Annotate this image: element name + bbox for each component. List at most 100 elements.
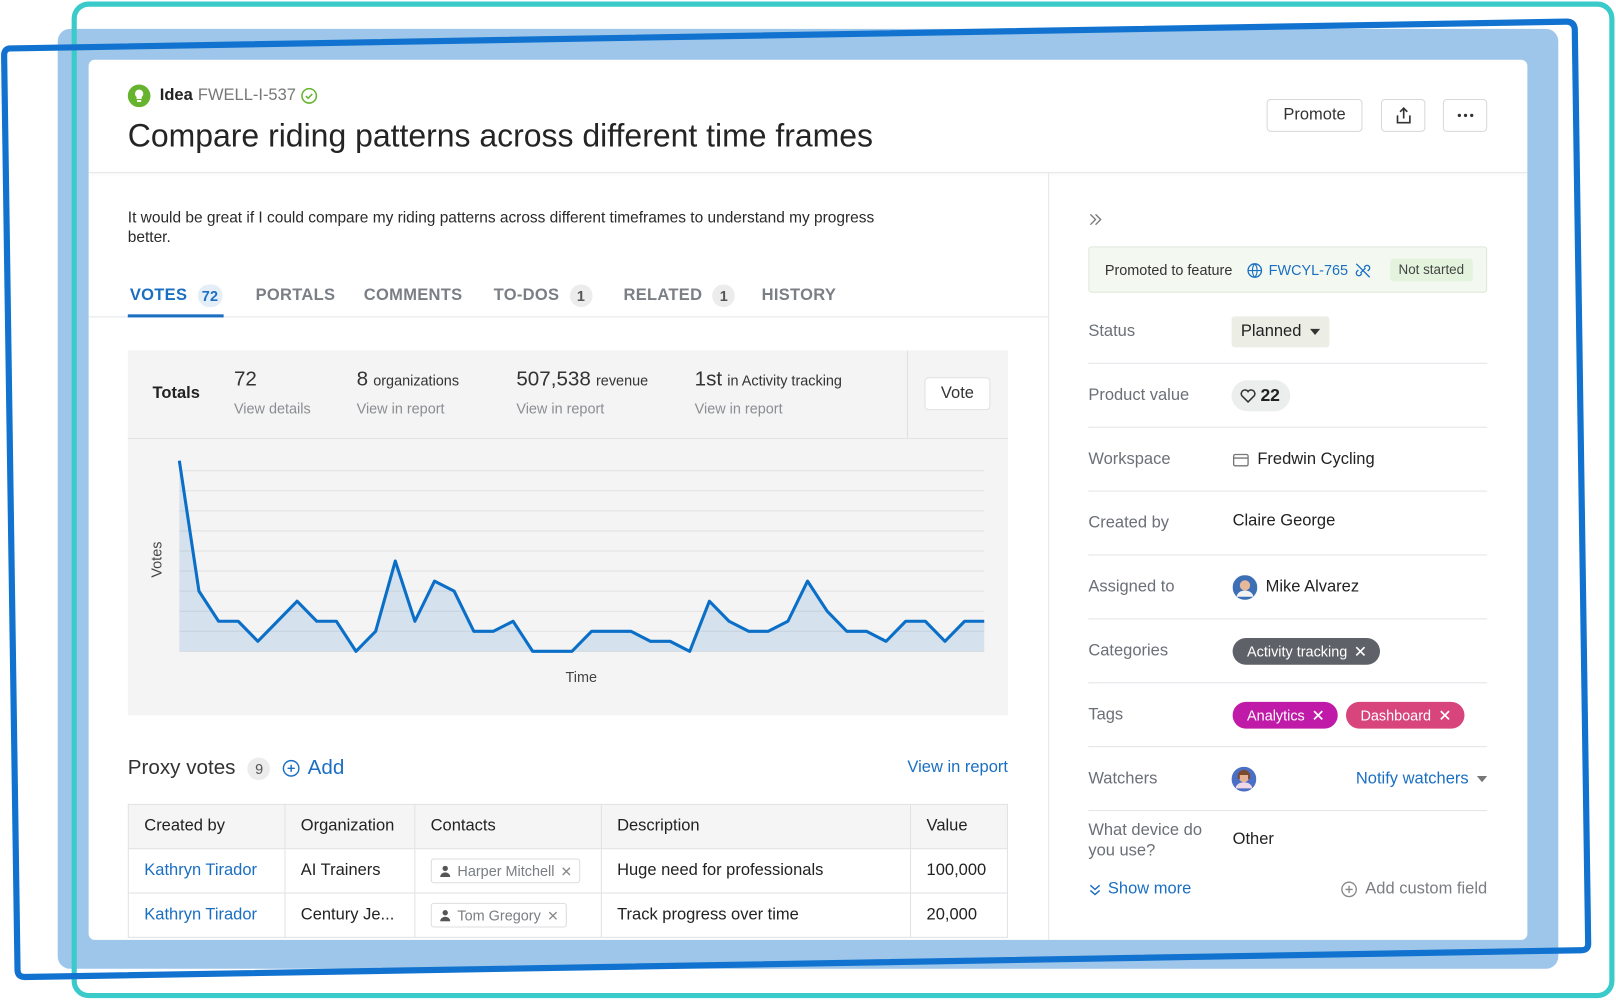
person-icon — [439, 865, 451, 877]
total-link[interactable]: View in report — [356, 399, 445, 417]
cell-text: AI Trainers — [300, 861, 381, 880]
field-value: Claire George — [1232, 512, 1336, 530]
total-unit: revenue — [595, 372, 649, 389]
total-link[interactable]: View in report — [516, 399, 605, 417]
collapse-icon[interactable] — [1088, 212, 1102, 226]
promoted-ref[interactable]: FWCYL-765 — [1268, 261, 1349, 279]
field-label: Product value — [1088, 386, 1190, 404]
tab[interactable]: PORTALS — [256, 284, 336, 307]
cell-text: Huge need for professionals — [617, 861, 824, 880]
remove-icon[interactable] — [1439, 710, 1450, 720]
share-button[interactable] — [1381, 98, 1426, 132]
cell-text: 100,000 — [926, 861, 987, 880]
totals-label: Totals — [152, 384, 200, 402]
y-axis-label: Votes — [149, 542, 165, 578]
chevrons-icon — [1089, 884, 1101, 896]
tab-label: COMMENTS — [363, 286, 463, 305]
column-divider — [1048, 173, 1050, 940]
total-value: 72 — [233, 367, 257, 391]
vote-button[interactable]: Vote — [924, 377, 991, 411]
contact-chip: Tom Gregory — [430, 902, 567, 928]
proxy-votes-count: 9 — [247, 756, 271, 780]
field-label: Status — [1088, 322, 1136, 341]
creator-link[interactable]: Kathryn Tirador — [144, 905, 258, 924]
table-header-row: Created by Organization Contacts Descriptio… — [127, 803, 1008, 850]
totals-divider — [127, 438, 1008, 440]
tag-chip[interactable]: Dashboard — [1346, 701, 1465, 729]
table-cell: Century Je... — [284, 892, 416, 938]
tab-count: 1 — [712, 284, 736, 308]
remove-shape — [562, 866, 571, 875]
table-cell: AI Trainers — [284, 848, 416, 894]
add-proxy-vote[interactable]: Add — [283, 756, 344, 780]
column-header: Created by — [127, 803, 286, 850]
score-icon — [1240, 389, 1256, 403]
contact-name: Tom Gregory — [457, 906, 541, 924]
total-value-row: 8 organizations — [357, 368, 459, 392]
add-icon — [1340, 881, 1357, 898]
cell-text: Century Je... — [300, 905, 395, 924]
x-axis-label: Time — [566, 670, 597, 686]
tab-label: PORTALS — [255, 286, 336, 305]
remove-icon[interactable] — [548, 911, 557, 920]
remove-icon[interactable] — [1355, 646, 1366, 657]
remove-icon[interactable] — [1313, 710, 1323, 720]
unlink-icon[interactable] — [1354, 262, 1372, 280]
field-value: Planned — [1240, 322, 1302, 341]
show-more-label: Show more — [1107, 880, 1192, 898]
total-link[interactable]: View in report — [694, 399, 783, 417]
tab-count: 1 — [569, 284, 593, 308]
creator-link[interactable]: Kathryn Tirador — [144, 861, 258, 880]
field-separator — [1088, 618, 1488, 620]
tag-label: Analytics — [1247, 706, 1305, 724]
tab[interactable]: TO-DOS 1 — [493, 284, 593, 308]
proxy-view-report[interactable]: View in report — [907, 758, 1008, 777]
status-dropdown[interactable]: Planned — [1231, 316, 1330, 348]
table-row: Kathryn Tirador AI Trainers Harper Mitchel… — [127, 848, 1008, 894]
notify-watchers[interactable]: Notify watchers — [1356, 770, 1488, 789]
column-header: Organization — [284, 803, 416, 850]
add-label: Add — [307, 756, 345, 780]
field-value: Fredwin Cycling — [1257, 450, 1375, 468]
show-more[interactable]: Show more — [1088, 880, 1191, 899]
feature-icon — [1247, 263, 1263, 278]
record-title: Compare riding patterns across different… — [127, 117, 874, 154]
table-cell: 20,000 — [910, 892, 1008, 938]
total-value-row: 507,538 revenue — [516, 368, 648, 392]
total-value: 8 — [356, 367, 369, 391]
total-link[interactable]: View details — [233, 399, 311, 417]
tab[interactable]: VOTES 72 — [130, 284, 223, 308]
caret — [1476, 776, 1488, 783]
field-separator — [1088, 746, 1488, 748]
field-label: Watchers — [1088, 769, 1158, 788]
tab-label: TO-DOS — [493, 286, 560, 305]
category-chip[interactable]: Activity tracking — [1232, 637, 1381, 665]
tab[interactable]: RELATED 1 — [624, 284, 736, 308]
votes-chart: Time Votes — [149, 460, 985, 686]
active-tab-indicator — [127, 314, 224, 318]
table-cell: Harper Mitchell — [414, 848, 602, 894]
tab[interactable]: COMMENTS — [364, 284, 463, 307]
add-custom-field[interactable]: Add custom field — [1340, 880, 1487, 899]
contact-chip: Harper Mitchell — [430, 858, 581, 884]
tab-label: HISTORY — [761, 286, 837, 305]
table-cell: Track progress over time — [600, 892, 912, 938]
field-label: Workspace — [1088, 450, 1171, 468]
table-cell: Kathryn Tirador — [127, 848, 286, 894]
tabs-divider — [88, 316, 1049, 318]
remove-icon[interactable] — [562, 866, 571, 875]
field-value: Mike Alvarez — [1265, 578, 1360, 596]
tab[interactable]: HISTORY — [762, 284, 837, 307]
total-value-row: 72 — [234, 368, 257, 392]
total-unit: organizations — [373, 372, 460, 389]
more-button[interactable] — [1442, 98, 1488, 132]
table-row: Kathryn Tirador Century Je... Tom Gregory T… — [127, 892, 1008, 938]
promoted-box: Promoted to feature FWCYL-765 Not starte… — [1088, 246, 1488, 293]
product-value-chip: 22 — [1231, 380, 1291, 412]
promote-button[interactable]: Promote — [1266, 98, 1363, 132]
tag-chip[interactable]: Analytics — [1232, 701, 1338, 729]
table-cell: Kathryn Tirador — [127, 892, 286, 938]
caret — [1309, 328, 1320, 335]
